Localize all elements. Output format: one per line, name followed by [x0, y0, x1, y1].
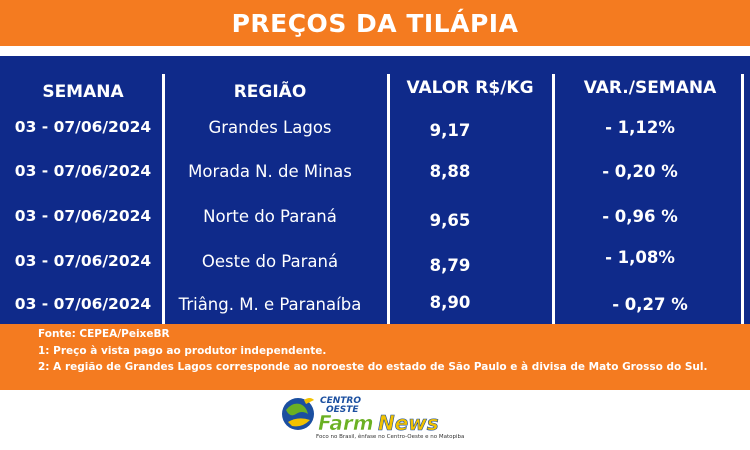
- week-cell: 03 - 07/06/2024: [14, 162, 152, 180]
- logo-line1: CENTRO: [320, 396, 361, 406]
- value-cell: 8,79: [429, 256, 471, 275]
- variation-cell: - 0,27 %: [612, 295, 688, 314]
- week-cell: 03 - 07/06/2024: [14, 118, 152, 136]
- variation-cell: - 0,20 %: [602, 162, 678, 181]
- value-cell: 8,90: [429, 293, 471, 312]
- footnotes: Fonte: CEPEA/PeixeBR 1: Preço à vista pa…: [0, 324, 750, 390]
- farm-news-logo: CENTRO OESTE Farm News: [282, 396, 439, 435]
- variation-cell: - 0,96 %: [602, 207, 678, 226]
- footnote-1: 1: Preço à vista pago ao produtor indepe…: [38, 345, 327, 357]
- column-divider: [741, 74, 744, 324]
- source-note: Fonte: CEPEA/PeixeBR: [38, 328, 170, 340]
- column-header-region: REGIÃO: [233, 82, 307, 102]
- region-cell: Triâng. M. e Paranaíba: [178, 295, 362, 314]
- table-row: 03 - 07/06/2024 Oeste do Paraná 8,79 - 1…: [0, 248, 750, 282]
- region-cell: Grandes Lagos: [208, 118, 332, 137]
- footnote-2: 2: A região de Grandes Lagos corresponde…: [38, 361, 708, 373]
- region-cell: Morada N. de Minas: [188, 162, 352, 181]
- column-header-value: VALOR R$/KG: [406, 78, 534, 98]
- table-row: 03 - 07/06/2024 Norte do Paraná 9,65 - 0…: [0, 207, 750, 237]
- page-title: PREÇOS DA TILÁPIA: [231, 8, 519, 38]
- column-header-week: SEMANA: [42, 82, 124, 102]
- region-cell: Oeste do Paraná: [201, 252, 339, 271]
- variation-cell: - 1,12%: [605, 118, 675, 137]
- week-cell: 03 - 07/06/2024: [14, 252, 152, 270]
- region-cell: Norte do Paraná: [203, 207, 337, 226]
- logo-brand-farm: Farm: [318, 411, 374, 435]
- table-row: 03 - 07/06/2024 Morada N. de Minas 8,88 …: [0, 162, 750, 192]
- globe-bird-icon: [282, 398, 314, 430]
- table-row: 03 - 07/06/2024 Grandes Lagos 9,17 - 1,1…: [0, 118, 750, 148]
- price-table: SEMANA REGIÃO VALOR R$/KG VAR./SEMANA 03…: [0, 56, 750, 324]
- value-cell: 8,88: [429, 162, 471, 181]
- title-banner: PREÇOS DA TILÁPIA: [0, 0, 750, 46]
- logo-line2: OESTE: [326, 405, 359, 415]
- logo-brand-news: News: [378, 411, 439, 435]
- value-cell: 9,17: [429, 121, 471, 140]
- column-divider: [162, 74, 165, 324]
- week-cell: 03 - 07/06/2024: [14, 295, 152, 313]
- column-divider: [552, 74, 555, 324]
- week-cell: 03 - 07/06/2024: [14, 207, 152, 225]
- variation-cell: - 1,08%: [605, 248, 675, 267]
- column-header-variation: VAR./SEMANA: [583, 78, 717, 98]
- logo-footer: CENTRO OESTE Farm News Foco no Brasil, ê…: [0, 390, 750, 450]
- column-divider: [387, 74, 390, 324]
- logo-tagline: Foco no Brasil, ênfase no Centro-Oeste e…: [316, 434, 465, 440]
- value-cell: 9,65: [429, 211, 471, 230]
- table-row: 03 - 07/06/2024 Triâng. M. e Paranaíba 8…: [0, 293, 750, 325]
